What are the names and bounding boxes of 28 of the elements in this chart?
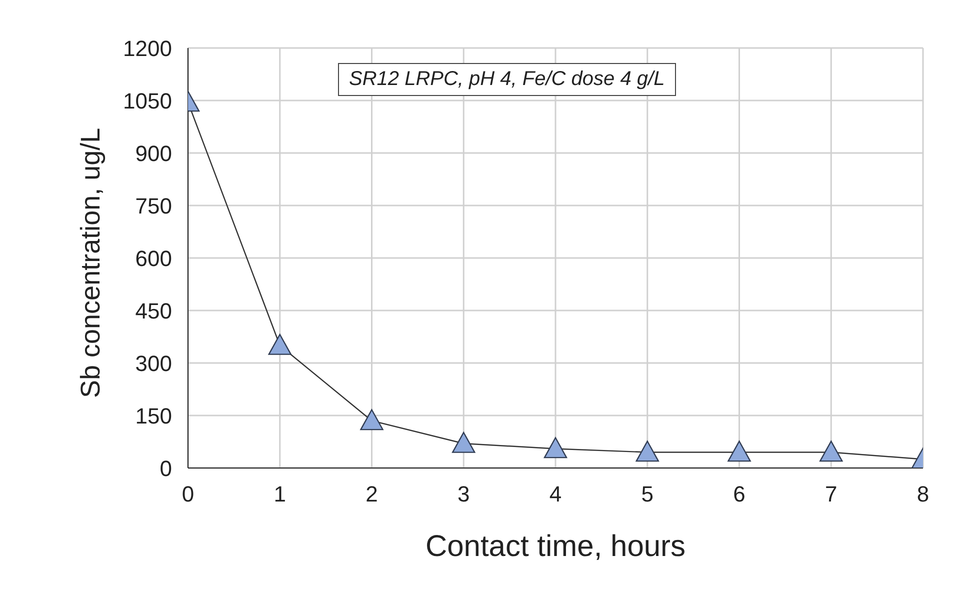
y-axis-title: Sb concentration, ug/L bbox=[76, 128, 106, 398]
x-axis-title: Contact time, hours bbox=[425, 530, 686, 563]
x-tick-label: 7 bbox=[825, 482, 838, 507]
point bbox=[544, 437, 568, 458]
y-tick-label: 450 bbox=[135, 298, 172, 324]
annotation: SR12 LRPC, pH 4, Fe/C dose 4 g/L bbox=[338, 63, 676, 96]
x-tick-label: 4 bbox=[549, 482, 562, 507]
x-tick-label: 0 bbox=[182, 482, 194, 507]
y-tick-label: 300 bbox=[135, 350, 172, 376]
y-tick-label: 600 bbox=[135, 246, 172, 271]
x-tick-label: 1 bbox=[274, 482, 286, 507]
y-tick-label: 900 bbox=[135, 140, 172, 166]
point bbox=[820, 440, 843, 462]
y-tick-label: 1050 bbox=[123, 88, 172, 114]
point bbox=[452, 432, 476, 453]
y-tick-label: 1200 bbox=[123, 36, 172, 61]
x-tick-label: 8 bbox=[916, 482, 930, 507]
x-tick-label: 5 bbox=[641, 482, 654, 507]
point bbox=[268, 334, 292, 355]
point bbox=[360, 409, 384, 430]
x-tick-label: 6 bbox=[733, 482, 746, 507]
y-tick-label: 150 bbox=[135, 403, 172, 428]
y-tick-label: 750 bbox=[135, 193, 172, 218]
x-tick-label: 3 bbox=[458, 482, 470, 507]
point bbox=[728, 440, 751, 462]
point bbox=[636, 440, 659, 462]
y-tick-label: 0 bbox=[160, 456, 172, 481]
x-tick-label: 2 bbox=[366, 482, 378, 507]
